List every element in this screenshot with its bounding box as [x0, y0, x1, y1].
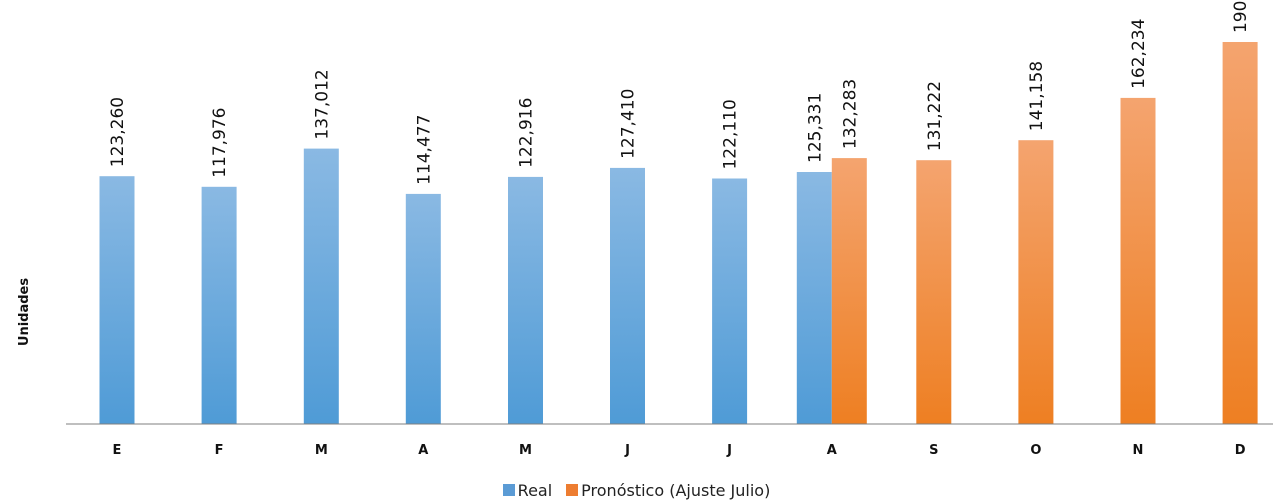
- bar-forecast-10: [1120, 97, 1156, 425]
- bars-group: [99, 42, 1258, 425]
- value-label-real-2: 137,012: [312, 69, 332, 139]
- bar-real-1: [201, 186, 237, 424]
- category-label-3: A: [418, 443, 428, 458]
- category-label-7: A: [827, 443, 837, 458]
- bar-forecast-8: [916, 160, 952, 424]
- legend-swatch-forecast: [566, 484, 579, 496]
- category-label-0: E: [113, 443, 122, 458]
- category-label-6: J: [726, 443, 732, 458]
- bar-real-3: [405, 193, 441, 424]
- legend: Real Pronóstico (Ajuste Julio): [0, 479, 1273, 501]
- value-label-real-3: 114,477: [414, 115, 434, 185]
- category-label-2: M: [315, 443, 328, 458]
- legend-item-real: Real: [502, 480, 553, 500]
- category-label-8: S: [929, 443, 938, 458]
- value-label-forecast-10: 162,234: [1129, 19, 1149, 89]
- bar-real-5: [610, 167, 645, 424]
- value-labels-group: 123,260 117,976 137,012 114,477 122,916 127,4…: [108, 0, 1251, 185]
- category-label-9: O: [1030, 443, 1041, 458]
- bar-forecast-9: [1018, 140, 1054, 424]
- bar-real-7: [796, 172, 832, 424]
- category-label-11: D: [1235, 443, 1246, 458]
- legend-item-forecast: Pronóstico (Ajuste Julio): [566, 481, 770, 500]
- legend-label-forecast: Pronóstico (Ajuste Julio): [581, 480, 771, 500]
- y-axis-title: Unidades: [17, 278, 32, 346]
- legend-label-real: Real: [517, 480, 553, 500]
- bar-real-4: [508, 176, 543, 424]
- value-label-real-4: 122,916: [517, 98, 537, 168]
- value-label-real-7: 125,331: [805, 93, 825, 163]
- bar-real-6: [712, 178, 748, 424]
- legend-swatch-real: [502, 484, 515, 496]
- value-label-real-6: 122,110: [721, 99, 741, 169]
- value-label-forecast-7: 132,283: [840, 79, 860, 149]
- value-label-real-5: 127,410: [619, 89, 639, 159]
- category-label-10: N: [1133, 443, 1144, 458]
- category-label-1: F: [215, 443, 224, 458]
- value-label-real-1: 117,976: [210, 107, 230, 177]
- bar-forecast-7: [831, 158, 867, 424]
- bar-chart: Unidades 123,260 117,976 137,012 114,477 122…: [17, 0, 1273, 458]
- value-label-forecast-11: 190,023: [1231, 0, 1251, 33]
- value-label-real-0: 123,260: [108, 97, 128, 167]
- category-label-4: M: [519, 443, 532, 458]
- bar-real-0: [99, 176, 135, 424]
- category-label-5: J: [624, 443, 630, 458]
- bar-forecast-11: [1222, 42, 1258, 424]
- bar-real-2: [303, 148, 339, 424]
- value-label-forecast-9: 141,158: [1027, 61, 1047, 131]
- value-label-forecast-8: 131,222: [925, 81, 945, 151]
